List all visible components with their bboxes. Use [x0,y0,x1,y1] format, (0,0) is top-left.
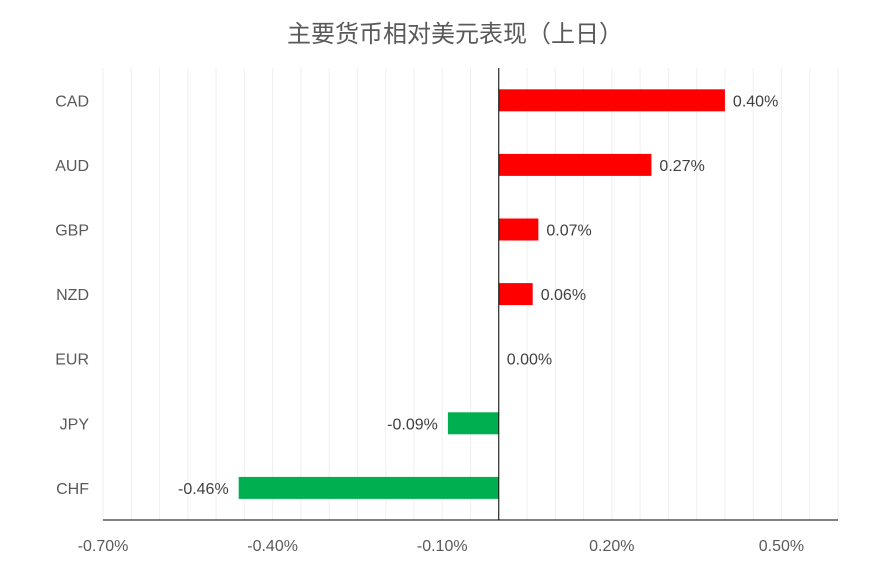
axes [103,68,838,521]
bar-aud [498,153,652,176]
data-label-chf: -0.46% [178,481,229,498]
bar-jpy [447,412,499,435]
data-label-jpy: -0.09% [387,416,438,433]
data-label-gbp: 0.07% [546,223,591,240]
category-label-eur: EUR [55,352,89,369]
data-labels: 0.40% 0.27% 0.07% 0.06% 0.00% -0.09% -0.46% [178,93,778,498]
data-label-nzd: 0.06% [541,287,586,304]
data-label-cad: 0.40% [733,93,778,110]
bar-cad [498,89,725,112]
category-label-gbp: GBP [55,223,89,240]
category-label-aud: AUD [55,158,89,175]
category-labels: CAD AUD GBP NZD EUR JPY CHF [55,93,89,498]
category-label-chf: CHF [56,481,89,498]
x-tick-label: 0.50% [759,538,804,555]
bar-gbp [498,218,539,241]
bar-nzd [498,283,533,306]
category-label-jpy: JPY [60,416,90,433]
grid-lines [102,68,839,520]
x-tick-label: -0.40% [247,538,298,555]
data-label-aud: 0.27% [659,158,704,175]
chart-title: 主要货币相对美元表现（上日） [287,20,623,48]
category-label-nzd: NZD [56,287,89,304]
x-tick-label: 0.20% [589,538,634,555]
bar-chf [238,476,499,499]
category-label-cad: CAD [55,93,89,110]
x-tick-label: -0.10% [417,538,468,555]
x-tick-label: -0.70% [78,538,129,555]
x-tick-labels: -0.70% -0.40% -0.10% 0.20% 0.50% [78,538,805,555]
data-label-eur: 0.00% [507,352,552,369]
bars [238,89,725,499]
